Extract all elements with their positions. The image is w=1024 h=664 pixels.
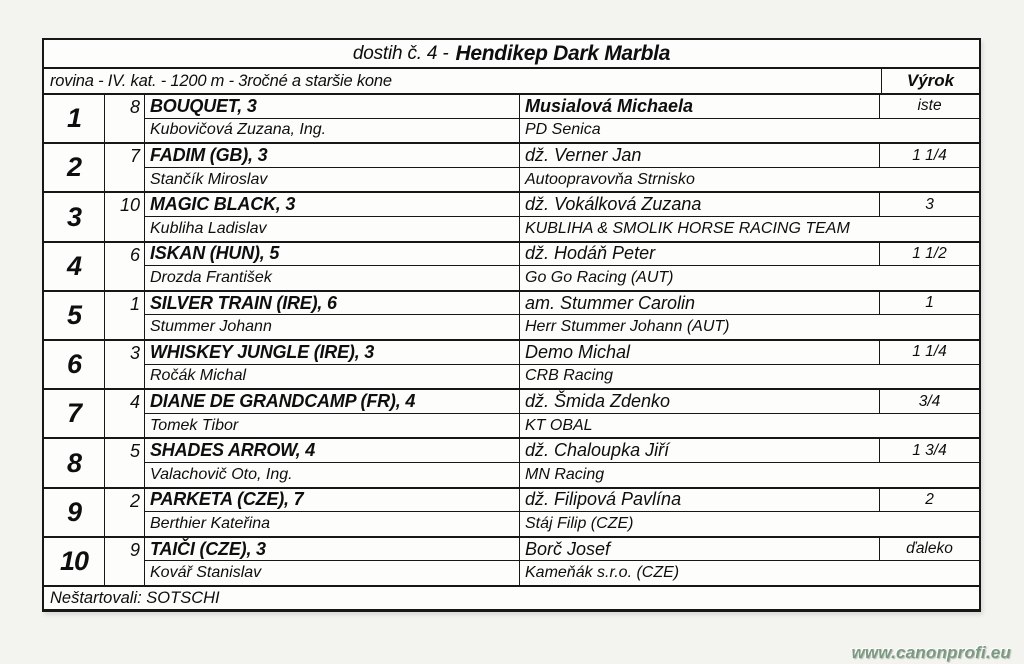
trainer-name: Kovář Stanislav — [145, 561, 520, 586]
start-number: 8 — [105, 95, 145, 143]
start-number: 9 — [105, 537, 145, 586]
verdict-margin: 3/4 — [880, 390, 979, 414]
jockey-name: dž. Vokálková Zuzana — [520, 193, 880, 217]
horse-name: WHISKEY JUNGLE (IRE), 3 — [145, 341, 520, 365]
result-row: 1 8 BOUQUET, 3 Musialová Michaela iste K… — [44, 95, 979, 145]
owner-name: KUBLIHA & SMOLIK HORSE RACING TEAM — [525, 219, 850, 237]
trainer-name: Kubliha Ladislav — [145, 217, 520, 241]
owner-name: Go Go Racing (AUT) — [525, 269, 674, 286]
owner-name: KT OBAL — [525, 416, 593, 434]
start-number: 5 — [105, 439, 145, 487]
trainer-name: Tomek Tibor — [145, 413, 520, 438]
horse-name: ISKAN (HUN), 5 — [145, 242, 520, 267]
result-row: 8 5 SHADES ARROW, 4 dž. Chaloupka Jiří 1… — [44, 439, 979, 489]
finish-position: 1 — [44, 95, 105, 143]
result-row: 7 4 DIANE DE GRANDCAMP (FR), 4 dž. Šmida… — [44, 390, 979, 440]
race-number-label: dostih č. 4 - — [352, 42, 449, 64]
result-row: 5 1 SILVER TRAIN (IRE), 6 am. Stummer Ca… — [44, 291, 979, 342]
race-name-label: Hendikep Dark Marbla — [455, 41, 671, 65]
owner-name: PD Senica — [525, 121, 601, 139]
horse-name: PARKETA (CZE), 7 — [145, 488, 520, 513]
result-row: 3 10 MAGIC BLACK, 3 dž. Vokálková Zuzana… — [44, 193, 979, 243]
verdict-margin: 1 1/2 — [880, 243, 979, 267]
trainer-name: Stančík Miroslav — [145, 167, 520, 192]
trainer-name: Berthier Kateřina — [145, 512, 520, 536]
jockey-name: Musialová Michaela — [520, 95, 880, 119]
trainer-name: Valachovič Oto, Ing. — [145, 463, 520, 487]
result-row: 6 3 WHISKEY JUNGLE (IRE), 3 Demo Michal … — [44, 341, 979, 391]
race-result-sheet: dostih č. 4 - Hendikep Dark Marbla rovin… — [42, 38, 981, 612]
finish-position: 6 — [44, 341, 105, 389]
finish-position: 5 — [44, 291, 105, 340]
horse-name: SILVER TRAIN (IRE), 6 — [145, 291, 520, 316]
finish-position: 10 — [44, 537, 105, 586]
trainer-name: Kubovičová Zuzana, Ing. — [145, 118, 520, 143]
start-number: 3 — [105, 341, 145, 389]
verdict-column-header: Výrok — [881, 69, 979, 93]
jockey-name: am. Stummer Carolin — [520, 291, 880, 316]
owner-name: MN Racing — [525, 465, 605, 483]
trainer-name: Stummer Johann — [145, 315, 520, 340]
jockey-name: dž. Verner Jan — [520, 144, 880, 168]
result-row: 4 6 ISKAN (HUN), 5 dž. Hodáň Peter 1 1/2… — [44, 242, 979, 292]
finish-position: 3 — [44, 193, 105, 241]
horse-name: FADIM (GB), 3 — [145, 144, 520, 168]
verdict-margin: 3 — [880, 193, 979, 217]
horse-name: BOUQUET, 3 — [145, 95, 520, 119]
trainer-name: Drozda František — [145, 266, 520, 290]
finish-position: 9 — [44, 488, 105, 536]
owner-name: Kameňák s.r.o. (CZE) — [525, 564, 680, 582]
race-conditions-row: rovina - IV. kat. - 1200 m - 3ročné a st… — [44, 69, 979, 95]
verdict-margin: 1 1/4 — [880, 341, 979, 365]
verdict-margin: ďaleko — [880, 538, 979, 562]
result-row: 10 9 TAIČI (CZE), 3 Borč Josef ďaleko Ko… — [44, 537, 979, 588]
jockey-name: dž. Filipová Pavlína — [520, 488, 880, 513]
jockey-name: Demo Michal — [520, 341, 880, 365]
result-row: 9 2 PARKETA (CZE), 7 dž. Filipová Pavlín… — [44, 488, 979, 538]
verdict-margin: 1 — [880, 292, 979, 316]
non-starters-note: Neštartovali: SOTSCHI — [50, 588, 220, 607]
start-number: 6 — [105, 242, 145, 290]
owner-name: CRB Racing — [525, 367, 614, 385]
verdict-margin: 1 1/4 — [880, 144, 979, 168]
horse-name: TAIČI (CZE), 3 — [145, 537, 520, 562]
owner-name: Stáj Filip (CZE) — [525, 515, 634, 533]
finish-position: 2 — [44, 144, 105, 192]
start-number: 2 — [105, 488, 145, 536]
finish-position: 7 — [44, 390, 105, 438]
verdict-margin: 2 — [880, 489, 979, 513]
owner-name: Herr Stummer Johann (AUT) — [525, 318, 730, 336]
start-number: 10 — [105, 193, 145, 241]
result-rows: 1 8 BOUQUET, 3 Musialová Michaela iste K… — [44, 95, 979, 588]
horse-name: SHADES ARROW, 4 — [145, 439, 520, 464]
result-row: 2 7 FADIM (GB), 3 dž. Verner Jan 1 1/4 S… — [44, 144, 979, 194]
owner-name: Autoopravovňa Strnisko — [525, 170, 695, 188]
horse-name: DIANE DE GRANDCAMP (FR), 4 — [145, 390, 520, 414]
horse-name: MAGIC BLACK, 3 — [145, 193, 520, 217]
verdict-margin: iste — [880, 95, 979, 119]
jockey-name: dž. Chaloupka Jiří — [520, 439, 880, 464]
verdict-margin: 1 3/4 — [880, 439, 979, 464]
watermark: www.canonprofi.eu — [851, 643, 1011, 662]
finish-position: 4 — [44, 242, 105, 290]
finish-position: 8 — [44, 439, 105, 487]
start-number: 1 — [105, 291, 145, 340]
jockey-name: dž. Hodáň Peter — [520, 242, 880, 267]
jockey-name: Borč Josef — [520, 537, 880, 562]
race-conditions-label: rovina - IV. kat. - 1200 m - 3ročné a st… — [50, 71, 392, 90]
jockey-name: dž. Šmida Zdenko — [520, 390, 880, 414]
start-number: 4 — [105, 390, 145, 438]
race-title: dostih č. 4 - Hendikep Dark Marbla — [44, 40, 979, 69]
trainer-name: Ročák Michal — [145, 364, 520, 389]
start-number: 7 — [105, 144, 145, 192]
